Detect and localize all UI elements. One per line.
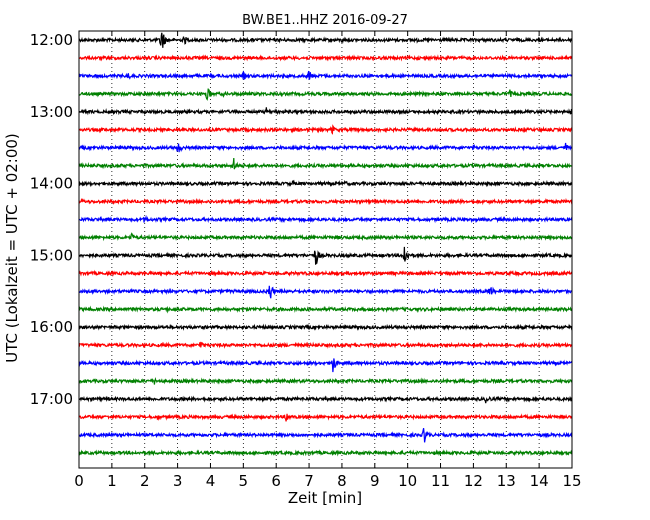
trace-row-8 xyxy=(78,179,573,188)
trace-row-6 xyxy=(78,142,573,153)
trace-row-10 xyxy=(78,214,573,224)
y-tick-label-0: 12:00 xyxy=(30,31,73,49)
x-axis-label: Zeit [min] xyxy=(288,489,362,507)
trace-row-20 xyxy=(78,395,573,404)
trace-row-5 xyxy=(78,124,573,135)
trace-row-23 xyxy=(78,449,573,457)
trace-row-0 xyxy=(78,32,573,48)
trace-row-11 xyxy=(78,232,573,242)
x-tick-label-7: 7 xyxy=(304,472,314,490)
y-tick-label-3: 15:00 xyxy=(30,246,73,264)
trace-row-19 xyxy=(78,377,573,385)
x-tick-label-4: 4 xyxy=(206,472,216,490)
y-tick-label-5: 17:00 xyxy=(30,390,73,408)
trace-row-22 xyxy=(78,427,573,443)
x-tick-label-5: 5 xyxy=(239,472,249,490)
trace-row-18 xyxy=(78,358,573,373)
y-tick-label-1: 13:00 xyxy=(30,103,73,121)
chart-title: BW.BE1..HHZ 2016-09-27 xyxy=(242,13,408,28)
y-tick-label-4: 16:00 xyxy=(30,318,73,336)
trace-row-12 xyxy=(78,246,573,265)
trace-row-17 xyxy=(78,341,573,349)
x-tick-label-14: 14 xyxy=(530,472,549,490)
x-tick-label-12: 12 xyxy=(464,472,483,490)
x-tick-label-6: 6 xyxy=(271,472,281,490)
x-tick-label-8: 8 xyxy=(337,472,347,490)
x-tick-label-15: 15 xyxy=(562,472,581,490)
trace-row-3 xyxy=(78,88,573,101)
x-tick-label-13: 13 xyxy=(497,472,516,490)
seismic-traces xyxy=(78,32,573,457)
trace-row-4 xyxy=(78,107,573,116)
y-axis-label: UTC (Lokalzeit = UTC + 02:00) xyxy=(3,133,21,363)
x-tick-label-1: 1 xyxy=(107,472,117,490)
trace-row-21 xyxy=(78,413,573,422)
x-axis: 0 1 2 3 4 5 6 7 8 9 10 11 12 13 14 15 xyxy=(74,31,582,490)
trace-row-2 xyxy=(78,70,573,81)
trace-row-16 xyxy=(78,323,573,331)
x-tick-label-10: 10 xyxy=(398,472,417,490)
x-tick-label-11: 11 xyxy=(431,472,450,490)
trace-row-1 xyxy=(78,54,573,62)
plot-frame xyxy=(78,30,573,469)
trace-row-13 xyxy=(78,269,573,278)
trace-row-14 xyxy=(78,285,573,299)
x-tick-label-2: 2 xyxy=(140,472,150,490)
x-tick-label-3: 3 xyxy=(173,472,183,490)
grid-lines xyxy=(111,31,540,468)
trace-row-7 xyxy=(78,158,573,170)
x-tick-label-0: 0 xyxy=(74,472,84,490)
y-tick-label-2: 14:00 xyxy=(30,175,73,193)
x-tick-label-9: 9 xyxy=(370,472,380,490)
y-axis: 12:00 13:00 14:00 15:00 16:00 17:00 xyxy=(30,31,572,408)
trace-row-9 xyxy=(78,197,573,206)
trace-row-15 xyxy=(78,305,573,314)
